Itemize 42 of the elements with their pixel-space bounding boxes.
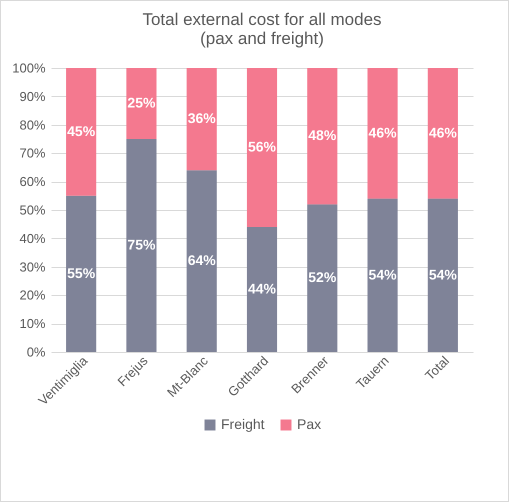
bar — [428, 198, 458, 352]
data-label: 75% — [127, 236, 156, 252]
y-tick-label: 0% — [26, 344, 46, 360]
legend-label: Pax — [297, 416, 322, 432]
data-label: 52% — [308, 269, 337, 286]
y-tick-label: 20% — [19, 288, 46, 303]
data-label: 44% — [248, 280, 277, 297]
y-tick-label: 30% — [19, 259, 46, 274]
bar — [126, 68, 156, 139]
bar — [186, 68, 217, 170]
y-tick-label: 100% — [12, 60, 46, 76]
y-tick-label: 80% — [19, 117, 46, 132]
data-label: 36% — [188, 110, 216, 126]
data-label: 48% — [308, 127, 337, 144]
bar — [246, 227, 278, 352]
bar — [126, 139, 156, 352]
y-tick-label: 40% — [19, 230, 46, 246]
data-label: 46% — [428, 124, 458, 140]
bar — [246, 68, 278, 228]
bar — [307, 204, 338, 352]
bar — [368, 198, 398, 352]
data-label: 54% — [368, 266, 398, 282]
y-tick-label: 60% — [19, 174, 46, 190]
chart-title: Total external cost for all modes (pax and freight) — [142, 10, 382, 48]
data-label: 55% — [67, 264, 96, 281]
data-label: 25% — [127, 94, 156, 110]
legend-label: Freight — [221, 416, 265, 432]
y-tick-label: 50% — [19, 202, 46, 218]
data-label: 56% — [248, 138, 277, 155]
data-label: 46% — [368, 124, 398, 140]
data-label: 64% — [188, 252, 216, 268]
bar — [186, 170, 217, 352]
bar — [66, 196, 96, 352]
bar — [307, 68, 338, 204]
bar — [66, 68, 96, 196]
data-label: 45% — [67, 122, 96, 139]
bar — [368, 68, 398, 199]
data-label: 54% — [428, 266, 458, 282]
y-tick-label: 10% — [19, 316, 46, 332]
y-tick-label: 90% — [19, 88, 46, 104]
y-tick-label: 70% — [19, 146, 46, 161]
bar — [428, 68, 458, 199]
